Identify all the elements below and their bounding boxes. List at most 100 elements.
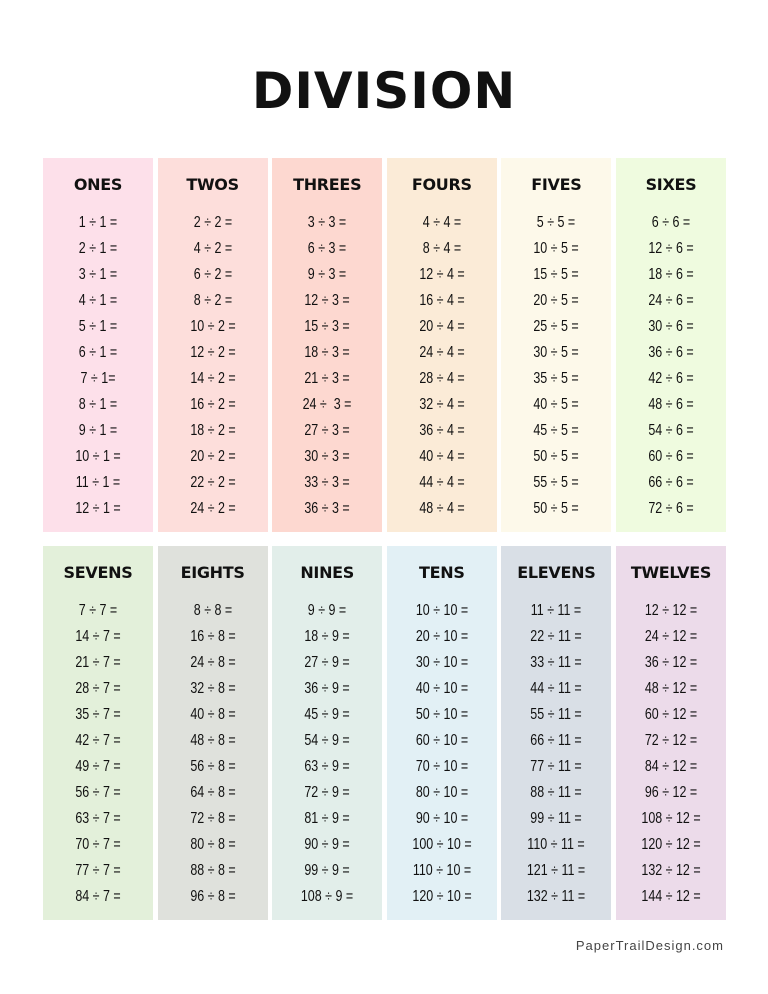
division-problem: 96 ÷ 12 =: [644, 784, 698, 801]
column-sixes: SIXES 6 ÷ 6 = 12 ÷ 6 = 18 ÷ 6 = 24 ÷ 6 = 30 ÷…: [615, 158, 726, 532]
division-problem: 88 ÷ 8 =: [189, 862, 236, 879]
division-problem: 36 ÷ 6 =: [648, 344, 694, 361]
division-problem: 7 ÷ 1=: [80, 370, 116, 387]
division-problem: 70 ÷ 7 =: [75, 836, 121, 853]
division-problem: 120 ÷ 12 =: [641, 836, 701, 853]
division-problem: 60 ÷ 10 =: [415, 732, 468, 749]
division-problem: 40 ÷ 4 =: [419, 448, 465, 465]
column-title: EIGHTS: [180, 563, 245, 582]
problem-list: 6 ÷ 6 = 12 ÷ 6 = 18 ÷ 6 = 24 ÷ 6 = 30 ÷ 6 = 3…: [616, 210, 726, 522]
division-problem: 90 ÷ 9 =: [304, 836, 350, 853]
division-problem: 24 ÷ 2 =: [189, 500, 236, 517]
column-title: FIVES: [531, 175, 582, 194]
division-problem: 33 ÷ 11 =: [530, 654, 583, 671]
division-problem: 1 ÷ 1 =: [78, 214, 118, 231]
division-problem: 18 ÷ 9 =: [304, 628, 350, 645]
division-problem: 27 ÷ 3 =: [304, 422, 350, 439]
problem-list: 1 ÷ 1 = 2 ÷ 1 = 3 ÷ 1 = 4 ÷ 1 = 5 ÷ 1 = 6 ÷ 1…: [43, 210, 153, 522]
division-problem: 16 ÷ 4 =: [419, 292, 465, 309]
division-problem: 6 ÷ 1 =: [78, 344, 118, 361]
column-nines: NINES 9 ÷ 9 = 18 ÷ 9 = 27 ÷ 9 = 36 ÷ 9 = 45 ÷…: [272, 546, 383, 920]
column-eights: EIGHTS 8 ÷ 8 = 16 ÷ 8 = 24 ÷ 8 = 32 ÷ 8 = 40 …: [157, 546, 268, 920]
division-problem: 33 ÷ 3 =: [304, 474, 350, 491]
division-problem: 6 ÷ 6 =: [651, 214, 691, 231]
division-problem: 84 ÷ 7 =: [75, 888, 121, 905]
division-problem: 64 ÷ 8 =: [189, 784, 236, 801]
division-problem: 66 ÷ 6 =: [648, 474, 694, 491]
division-problem: 11 ÷ 1 =: [75, 474, 121, 491]
column-ones: ONES 1 ÷ 1 = 2 ÷ 1 = 3 ÷ 1 = 4 ÷ 1 = 5 ÷ 1 = 6…: [43, 158, 153, 532]
division-problem: 25 ÷ 5 =: [533, 318, 580, 335]
division-problem: 5 ÷ 1 =: [78, 318, 118, 335]
column-twos: TWOS 2 ÷ 2 = 4 ÷ 2 = 6 ÷ 2 = 8 ÷ 2 = 10 ÷ 2 =…: [157, 158, 268, 532]
division-problem: 24 ÷ 12 =: [644, 628, 698, 645]
division-problem: 110 ÷ 10 =: [412, 862, 471, 879]
division-problem: 2 ÷ 1 =: [78, 240, 118, 257]
column-title: TENS: [419, 563, 465, 582]
division-problem: 6 ÷ 3 =: [307, 240, 347, 257]
column-title: TWOS: [186, 175, 239, 194]
division-problem: 2 ÷ 2 =: [193, 214, 232, 231]
division-problem: 9 ÷ 3 =: [307, 266, 347, 283]
division-problem: 66 ÷ 11 =: [530, 732, 583, 749]
problem-list: 12 ÷ 12 = 24 ÷ 12 = 36 ÷ 12 = 48 ÷ 12 = 60 ÷…: [616, 598, 726, 910]
division-problem: 6 ÷ 2 =: [193, 266, 232, 283]
division-problem: 8 ÷ 8 =: [193, 602, 232, 619]
division-problem: 10 ÷ 2 =: [189, 318, 236, 335]
division-problem: 8 ÷ 2 =: [193, 292, 232, 309]
division-problem: 15 ÷ 5 =: [533, 266, 580, 283]
division-problem: 81 ÷ 9 =: [304, 810, 350, 827]
division-problem: 36 ÷ 12 =: [644, 654, 698, 671]
division-problem: 60 ÷ 12 =: [644, 706, 698, 723]
division-problem: 20 ÷ 5 =: [533, 292, 580, 309]
division-problem: 10 ÷ 5 =: [533, 240, 580, 257]
division-problem: 36 ÷ 3 =: [304, 500, 350, 517]
division-problem: 50 ÷ 10 =: [415, 706, 468, 723]
column-title: SEVENS: [63, 563, 133, 582]
column-title: TWELVES: [630, 563, 712, 582]
division-problem: 72 ÷ 12 =: [644, 732, 698, 749]
division-problem: 4 ÷ 2 =: [193, 240, 232, 257]
division-problem: 22 ÷ 11 =: [530, 628, 583, 645]
division-problem: 12 ÷ 6 =: [648, 240, 694, 257]
problem-list: 11 ÷ 11 = 22 ÷ 11 = 33 ÷ 11 = 44 ÷ 11 = 55 ÷…: [501, 598, 611, 910]
division-problem: 55 ÷ 5 =: [533, 474, 580, 491]
division-problem: 22 ÷ 2 =: [189, 474, 236, 491]
division-problem: 44 ÷ 4 =: [419, 474, 465, 491]
problem-list: 5 ÷ 5 = 10 ÷ 5 = 15 ÷ 5 = 20 ÷ 5 = 25 ÷ 5 = 3…: [501, 210, 611, 522]
division-problem: 32 ÷ 8 =: [189, 680, 236, 697]
division-problem: 80 ÷ 8 =: [189, 836, 236, 853]
division-problem: 45 ÷ 5 =: [533, 422, 580, 439]
division-problem: 42 ÷ 7 =: [75, 732, 121, 749]
division-problem: 132 ÷ 12 =: [641, 862, 701, 879]
division-problem: 49 ÷ 7 =: [75, 758, 121, 775]
division-problem: 48 ÷ 6 =: [648, 396, 694, 413]
division-problem: 28 ÷ 4 =: [419, 370, 465, 387]
division-problem: 40 ÷ 5 =: [533, 396, 580, 413]
division-problem: 30 ÷ 6 =: [648, 318, 694, 335]
division-problem: 45 ÷ 9 =: [304, 706, 350, 723]
division-problem: 18 ÷ 6 =: [648, 266, 694, 283]
problem-list: 7 ÷ 7 = 14 ÷ 7 = 21 ÷ 7 = 28 ÷ 7 = 35 ÷ 7 = 4…: [43, 598, 153, 910]
division-problem: 24 ÷ 3 =: [302, 396, 352, 413]
division-problem: 70 ÷ 10 =: [415, 758, 468, 775]
division-problem: 32 ÷ 4 =: [419, 396, 465, 413]
column-sevens: SEVENS 7 ÷ 7 = 14 ÷ 7 = 21 ÷ 7 = 28 ÷ 7 = 35 …: [43, 546, 153, 920]
column-title: THREES: [293, 175, 362, 194]
division-problem: 12 ÷ 4 =: [419, 266, 465, 283]
column-twelves: TWELVES 12 ÷ 12 = 24 ÷ 12 = 36 ÷ 12 = 48 ÷ 1…: [615, 546, 726, 920]
column-title: NINES: [300, 563, 355, 582]
division-problem: 96 ÷ 8 =: [189, 888, 236, 905]
column-fives: FIVES 5 ÷ 5 = 10 ÷ 5 = 15 ÷ 5 = 20 ÷ 5 = 25 ÷…: [501, 158, 612, 532]
division-problem: 121 ÷ 11 =: [527, 862, 586, 879]
column-title: ELEVENS: [517, 563, 596, 582]
column-elevens: ELEVENS 11 ÷ 11 = 22 ÷ 11 = 33 ÷ 11 = 44 ÷ 1…: [501, 546, 612, 920]
division-problem: 24 ÷ 4 =: [419, 344, 465, 361]
division-problem: 72 ÷ 8 =: [189, 810, 236, 827]
division-problem: 77 ÷ 7 =: [75, 862, 121, 879]
division-problem: 21 ÷ 3 =: [304, 370, 350, 387]
division-problem: 100 ÷ 10 =: [412, 836, 472, 853]
division-problem: 20 ÷ 2 =: [189, 448, 236, 465]
division-problem: 50 ÷ 5 =: [533, 500, 580, 517]
division-problem: 72 ÷ 9 =: [304, 784, 350, 801]
